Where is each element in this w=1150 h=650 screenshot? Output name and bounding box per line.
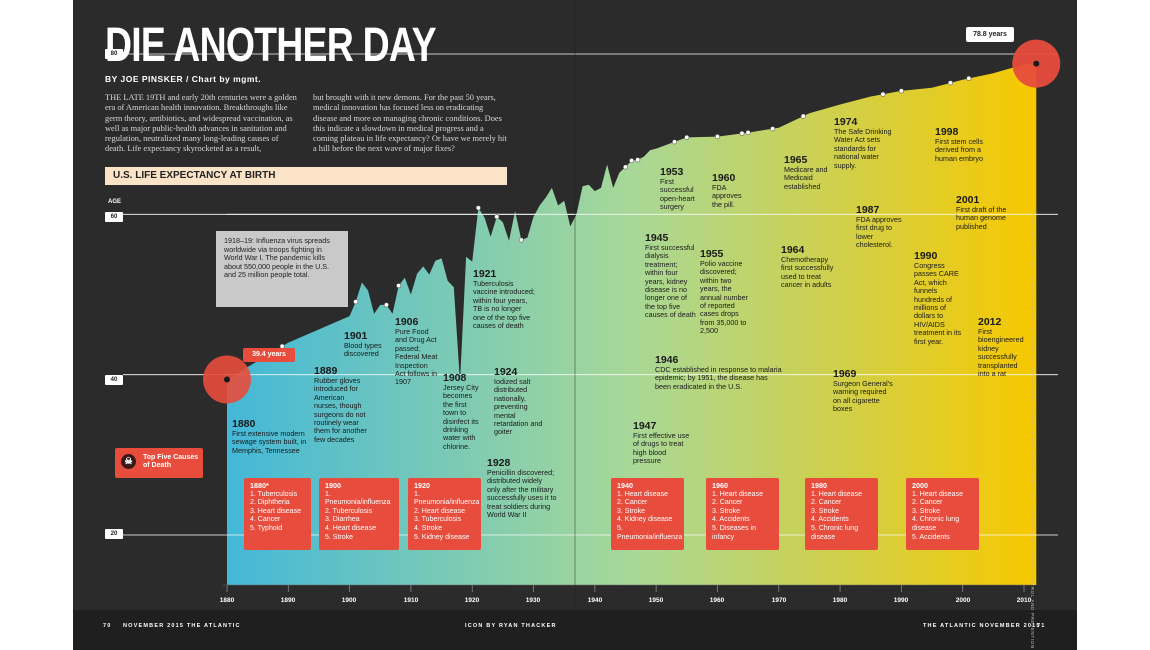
start-value-label: 39.4 years <box>243 348 295 362</box>
event-marker-2001 <box>966 75 972 81</box>
event-marker-1969 <box>770 126 776 132</box>
event-1908: 1908 Jersey City becomes the first town t… <box>443 372 479 451</box>
event-marker-1901 <box>353 299 359 305</box>
event-1969: 1969 Surgeon General's warning required o… <box>833 368 893 414</box>
event-marker-1924 <box>494 214 500 220</box>
event-1906: 1906 Pure Food and Drug Act passed; Feder… <box>395 316 438 387</box>
event-marker-1953 <box>672 139 678 145</box>
event-1998: 1998 First stem cells derived from a huma… <box>935 126 983 163</box>
event-marker-1946 <box>629 158 635 164</box>
magazine-spread: DIE ANOTHER DAY BY JOE PINSKER / Chart b… <box>73 0 1077 650</box>
x-tick-1990: 1990 <box>893 597 909 604</box>
event-marker-1965 <box>745 130 751 136</box>
byline: BY JOE PINSKER / Chart by mgmt. <box>105 74 262 84</box>
intro-column-1: THE LATE 19TH and early 20th centuries w… <box>105 93 297 154</box>
causes-1980: 1980 1. Heart disease 2. Cancer 3. Stroke 4.… <box>805 478 878 550</box>
event-marker-1928 <box>518 237 524 243</box>
event-marker-1945 <box>622 164 628 170</box>
skull-icon: ☠ <box>121 454 136 469</box>
event-1946: 1946 CDC established in response to malar… <box>655 354 782 391</box>
event-1955: 1955 Polio vaccine discovered; within two… <box>700 248 748 336</box>
headline: DIE ANOTHER DAY <box>105 19 437 72</box>
flu-pandemic-note: 1918–19: Influenza virus spreads worldwi… <box>216 231 348 307</box>
event-marker-1906 <box>383 302 389 308</box>
start-marker-dot <box>224 376 230 383</box>
event-marker-1955 <box>684 134 690 140</box>
x-tick-1960: 1960 <box>709 597 725 604</box>
left-page-number: 70 <box>103 623 112 629</box>
event-marker-1947 <box>635 157 641 163</box>
event-marker-1990 <box>898 88 904 94</box>
intro-column-2: but brought with it new demons. For the … <box>313 93 507 154</box>
x-tick-1920: 1920 <box>464 597 480 604</box>
life-expectancy-chart <box>73 0 1077 650</box>
event-1965: 1965 Medicare and Medicaid established <box>784 154 828 191</box>
x-tick-2000: 2000 <box>955 597 971 604</box>
event-1945: 1945 First successful dialysis treatment;… <box>645 232 696 320</box>
x-tick-1980: 1980 <box>832 597 848 604</box>
event-2012: 2012 First bioengineered kidney successfu… <box>978 316 1024 379</box>
causes-1900: 1900 1. Pneumonia/influenza 2. Tuberculosi… <box>319 478 399 550</box>
x-tick-1970: 1970 <box>771 597 787 604</box>
causes-1920: 1920 1. Pneumonia/influenza 2. Heart disea… <box>408 478 481 550</box>
event-marker-1960 <box>714 134 720 140</box>
event-1947: 1947 First effective use of drugs to trea… <box>633 420 690 466</box>
event-marker-1908 <box>396 283 402 289</box>
left-footer-text: NOVEMBER 2015 THE ATLANTIC <box>123 623 241 629</box>
icon-credit: ICON BY RYAN THACKER <box>465 623 557 629</box>
x-tick-1890: 1890 <box>280 597 296 604</box>
event-1964: 1964 Chemotherapy first successfully used… <box>781 244 834 290</box>
footer-bar <box>73 610 1077 650</box>
right-footer-text: THE ATLANTIC NOVEMBER 2015 <box>923 623 1041 629</box>
source-note: *1880 DATA SPECIFIC TO MASSACHUSETTS. SO… <box>1030 213 1035 649</box>
end-marker-dot <box>1033 60 1040 67</box>
x-tick-1930: 1930 <box>525 597 541 604</box>
event-1880: 1880 First extensive modern sewage system… <box>232 418 307 455</box>
causes-1880: 1880* 1. Tuberculosis 2. Diphtheria 3. Hear… <box>244 478 311 550</box>
event-1953: 1953 First successful open-heart surgery <box>660 166 695 212</box>
x-tick-1880: 1880 <box>219 597 235 604</box>
y-tick-80: 80 <box>105 49 123 59</box>
event-1901: 1901 Blood types discovered <box>344 330 382 359</box>
right-page-number: 71 <box>1037 623 1046 629</box>
y-tick-40: 40 <box>105 375 123 385</box>
x-tick-1910: 1910 <box>403 597 419 604</box>
event-1921: 1921 Tuberculosis vaccine introduced; wit… <box>473 268 535 331</box>
life-expectancy-area <box>227 63 1037 586</box>
event-1974: 1974 The Safe Drinking Water Act sets sta… <box>834 116 892 170</box>
event-1924: 1924 Iodized salt distributed nationally,… <box>494 366 543 437</box>
y-axis-label: AGE <box>108 199 122 205</box>
y-tick-20: 20 <box>105 529 123 539</box>
end-value-label: 78.8 years <box>966 27 1014 42</box>
top-five-label: Top Five Causes of Death <box>143 454 199 469</box>
event-1960: 1960 FDA approves the pill. <box>712 172 742 209</box>
causes-1940: 1940 1. Heart disease 2. Cancer 3. Stroke 4.… <box>611 478 684 550</box>
event-1990: 1990 Congress passes CARE Act, which funn… <box>914 250 962 346</box>
x-tick-1900: 1900 <box>341 597 357 604</box>
event-2001: 2001 First draft of the human genome publ… <box>956 194 1007 231</box>
event-marker-1974 <box>800 113 806 119</box>
event-1928: 1928 Penicillin discovered; distributed w… <box>487 457 557 520</box>
causes-2000: 2000 1. Heart disease 2. Cancer 3. Stroke 4.… <box>906 478 979 550</box>
event-marker-1998 <box>947 80 953 86</box>
x-tick-1950: 1950 <box>648 597 664 604</box>
event-1987: 1987 FDA approves first drug to lower cho… <box>856 204 902 250</box>
causes-1960: 1960 1. Heart disease 2. Cancer 3. Stroke 4.… <box>706 478 779 550</box>
y-tick-60: 60 <box>105 212 123 222</box>
event-marker-1987 <box>880 91 886 97</box>
event-marker-1921 <box>475 205 481 211</box>
x-tick-1940: 1940 <box>587 597 603 604</box>
x-tick-2010: 2010 <box>1016 597 1032 604</box>
event-1889: 1889 Rubber gloves introduced for America… <box>314 365 367 444</box>
top-five-causes-badge: ☠ Top Five Causes of Death <box>115 448 203 478</box>
event-marker-1964 <box>739 130 745 136</box>
chart-section-header: U.S. LIFE EXPECTANCY AT BIRTH <box>105 167 507 185</box>
